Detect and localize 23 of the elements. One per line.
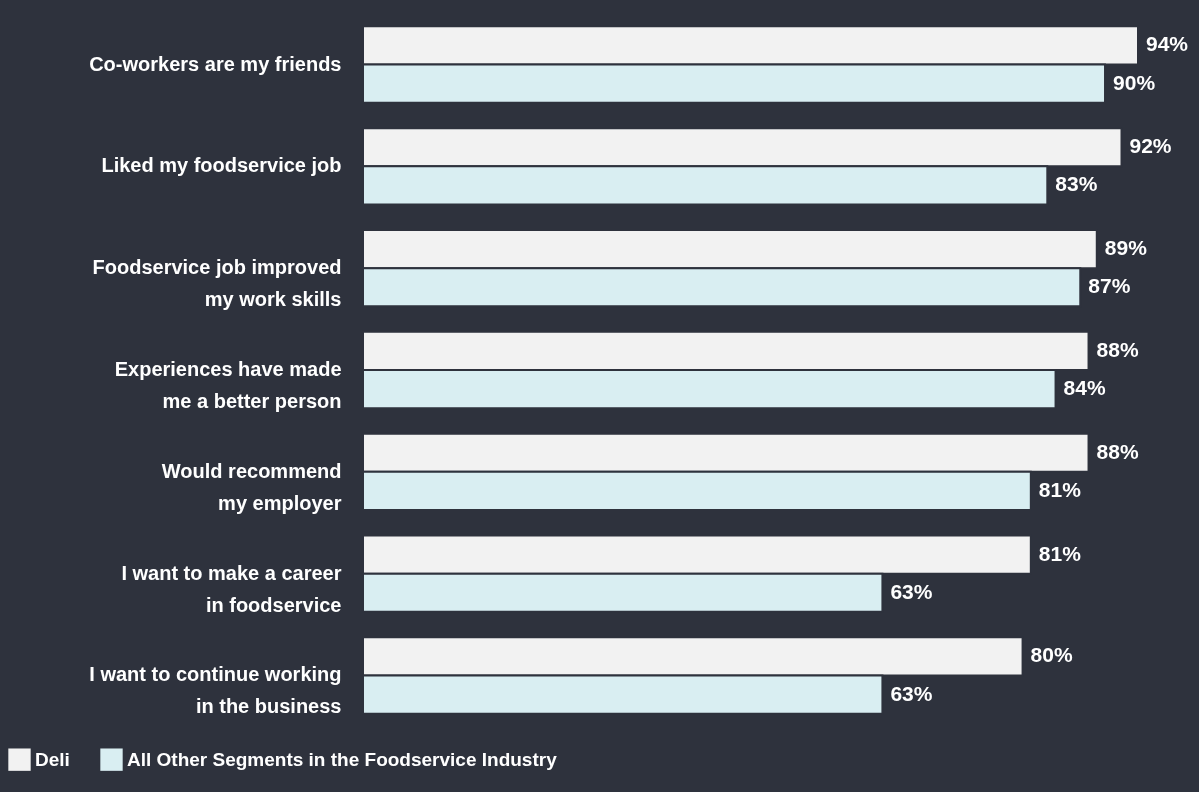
y-tick-label: Experiences have made me a better person (114, 358, 342, 412)
data-label: 81% (1038, 541, 1082, 565)
legend-label: Deli (35, 748, 70, 770)
data-label: 80% (1030, 643, 1073, 667)
data-label: 81% (1038, 477, 1082, 501)
data-label: 63% (890, 681, 933, 705)
data-label: 84% (1063, 376, 1106, 400)
data-label: 94% (1146, 32, 1189, 56)
data-label: 92% (1129, 134, 1172, 158)
y-tick-label: I want to make a career in foodservice (121, 561, 342, 616)
legend-label: All Other Segments in the Foodservice Industry (127, 748, 558, 770)
data-label: 88% (1096, 337, 1139, 361)
y-tick-label: Co-workers are my friends (89, 52, 342, 75)
y-tick-label: Liked my foodservice job (101, 154, 342, 177)
data-label: 89% (1104, 236, 1148, 260)
data-label: 90% (1113, 70, 1156, 94)
data-label: 87% (1088, 274, 1131, 298)
y-tick-label: Foodservice job improved my work skills (92, 256, 342, 311)
data-label: 83% (1055, 172, 1098, 196)
y-tick-label: I want to continue working in the business (89, 663, 342, 718)
y-tick-label: Would recommend my employer (161, 459, 342, 514)
data-label: 63% (890, 579, 933, 603)
data-label: 88% (1096, 439, 1139, 463)
